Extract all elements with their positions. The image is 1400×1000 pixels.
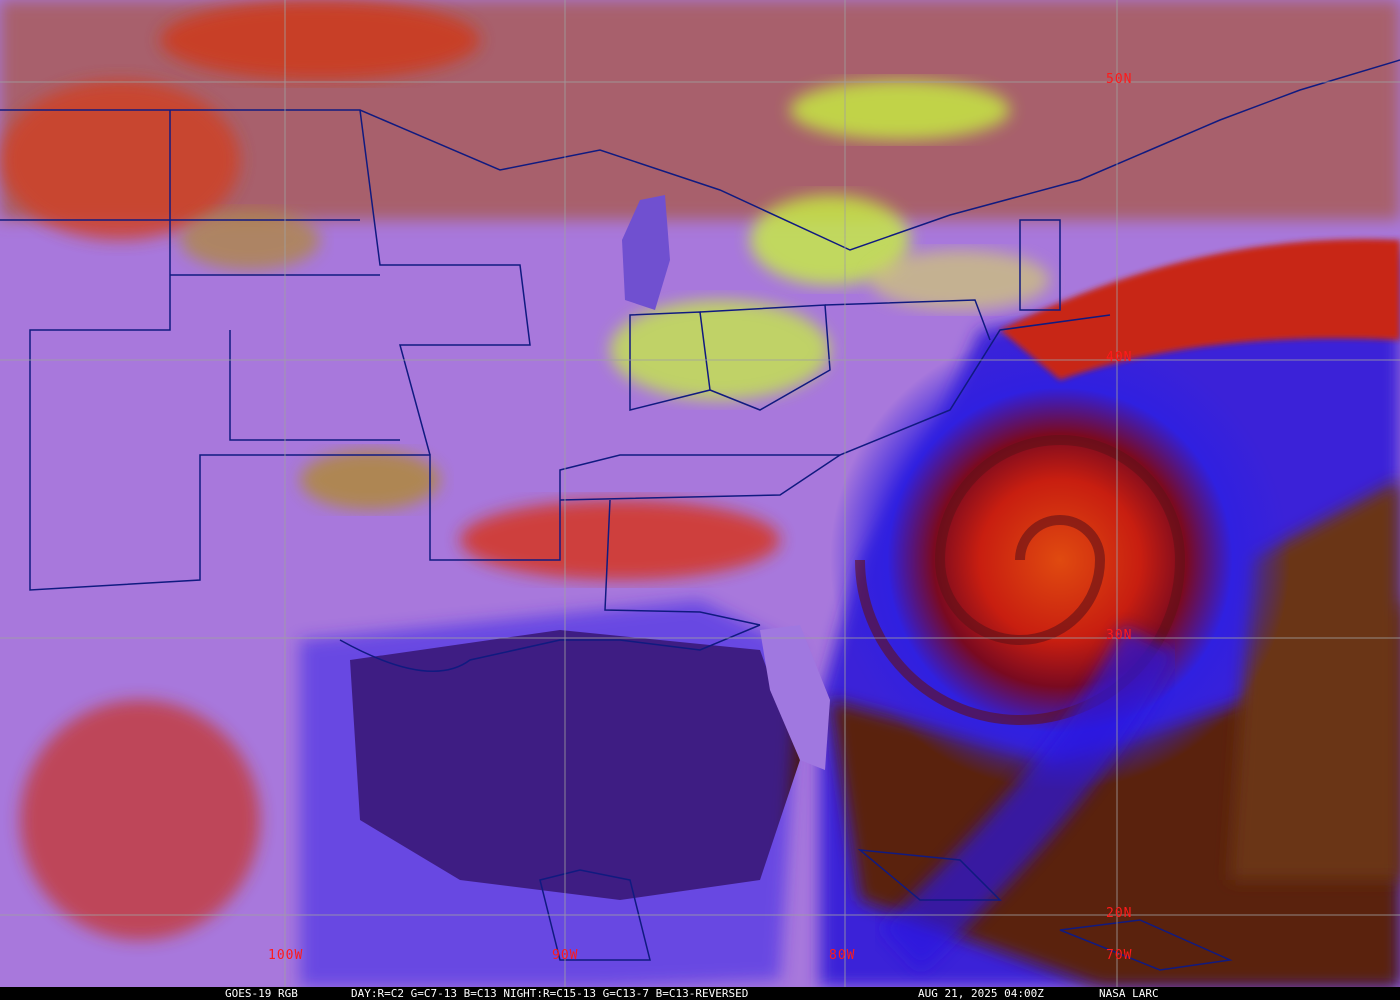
lat-label-50n: 50N — [1106, 72, 1133, 87]
lat-label-30n: 30N — [1106, 628, 1133, 643]
hurricane-spiral — [855, 435, 1186, 725]
convection-southeast — [460, 500, 780, 580]
convection-mexico — [20, 700, 260, 940]
low-cloud-quebec — [790, 80, 1010, 140]
mid-cloud-texas — [300, 450, 440, 510]
mid-cloud-plains — [180, 210, 320, 270]
lon-label-70w: 70W — [1106, 948, 1133, 963]
lon-label-80w: 80W — [829, 948, 856, 963]
convection-northwest — [0, 80, 240, 240]
convection-canada — [160, 0, 480, 80]
lon-label-90w: 90W — [552, 948, 579, 963]
caption-bar: GOES-19 RGB DAY:R=C2 G=C7-13 B=C13 NIGHT… — [0, 987, 1400, 1000]
lon-label-100w: 100W — [268, 948, 304, 963]
low-cloud-northeast — [870, 250, 1050, 310]
northeast-cloud-shield — [1000, 239, 1400, 380]
hurricane — [830, 330, 1290, 790]
caption-credit: NASA LARC — [1099, 987, 1159, 1000]
lat-label-40n: 40N — [1106, 350, 1133, 365]
florida — [760, 625, 830, 770]
lake-michigan — [622, 195, 670, 310]
cirrus-band — [300, 600, 800, 987]
hurricane-tail — [879, 626, 1177, 972]
low-cloud-ohio — [610, 300, 830, 400]
caption-product: GOES-19 RGB — [225, 987, 298, 1000]
caption-datetime: AUG 21, 2025 04:00Z — [918, 987, 1044, 1000]
political-borders — [0, 59, 1400, 971]
lat-label-20n: 20N — [1106, 906, 1133, 921]
caption-recipe: DAY:R=C2 G=C7-13 B=C13 NIGHT:R=C15-13 G=… — [351, 987, 749, 1000]
